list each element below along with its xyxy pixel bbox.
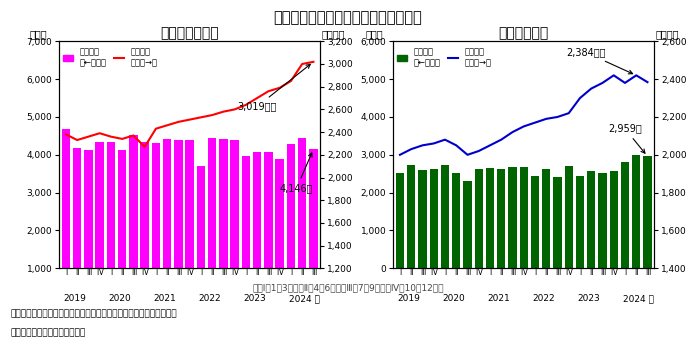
Bar [84,150,93,306]
Text: 注）Ⅰ：1～3月期、Ⅱ：4～6月期、Ⅲ：7～9月期、Ⅳ：10～12月期: 注）Ⅰ：1～3月期、Ⅱ：4～6月期、Ⅲ：7～9月期、Ⅳ：10～12月期 [252,284,444,293]
Bar [475,169,483,268]
Text: 2,959件: 2,959件 [608,123,645,153]
Text: 2024 年: 2024 年 [623,294,654,303]
Text: 2021: 2021 [488,294,510,303]
Bar [643,157,651,268]
Text: 3,019万円: 3,019万円 [237,64,310,111]
Text: 近畿圏中古住宅市場の四半期成約動向: 近畿圏中古住宅市場の四半期成約動向 [274,10,422,25]
Text: （万円）: （万円） [656,29,679,39]
Bar [298,138,306,306]
Bar [73,148,81,306]
Text: 2019: 2019 [63,294,86,303]
Bar [253,152,262,306]
Bar [197,166,205,306]
Text: 2024 年: 2024 年 [289,294,319,303]
Text: （万円）: （万円） [322,29,345,39]
Bar [441,165,449,268]
Bar [452,173,461,268]
Bar [542,169,551,268]
Bar [174,140,182,306]
Bar [95,142,104,306]
Bar [287,144,295,306]
Bar [141,142,149,306]
Bar [396,173,404,268]
Text: 2022: 2022 [532,294,555,303]
Legend: 成約件数
（←左軸）, 成約価格
（右軸→）: 成約件数 （←左軸）, 成約価格 （右軸→） [63,48,157,67]
Bar [118,150,127,306]
Bar [163,139,171,306]
Bar [576,176,584,268]
Bar [309,149,317,306]
Text: （件）: （件） [29,29,47,39]
Text: （注）近畿圏：大阪府、兵庫県、京都府、滋賀県、奈良県、和歌山県: （注）近畿圏：大阪府、兵庫県、京都府、滋賀県、奈良県、和歌山県 [10,310,177,319]
Bar [497,169,505,268]
Bar [276,159,284,306]
Text: 2022: 2022 [198,294,221,303]
Bar [185,140,194,306]
Bar [632,155,640,268]
Bar [129,135,138,306]
Bar [264,152,273,306]
Bar [486,169,494,268]
Bar [418,170,427,268]
Text: 2020: 2020 [109,294,132,303]
Text: 4,146件: 4,146件 [280,153,313,193]
Bar [587,171,596,268]
Bar [508,167,516,268]
Bar [519,167,528,268]
Text: （出所）近畿圏不動産流通機構: （出所）近畿圏不動産流通機構 [10,329,86,337]
Bar [553,177,562,268]
Bar [531,176,539,268]
Bar [464,181,472,268]
Title: 中古マンション: 中古マンション [160,26,219,40]
Text: 2021: 2021 [154,294,176,303]
Bar [106,142,115,306]
Bar [62,129,70,306]
Bar [242,156,250,306]
Bar [230,140,239,306]
Bar [152,143,160,306]
Text: 2019: 2019 [397,294,420,303]
Bar [621,162,629,268]
Legend: 成約件数
（←左軸）, 成約価格
（右軸→）: 成約件数 （←左軸）, 成約価格 （右軸→） [397,48,491,67]
Text: 2,384万円: 2,384万円 [566,47,633,74]
Text: 2023: 2023 [578,294,601,303]
Bar [610,171,618,268]
Bar [429,169,438,268]
Bar [208,138,216,306]
Bar [407,165,416,268]
Text: 2023: 2023 [244,294,267,303]
Title: 中古戸建住宅: 中古戸建住宅 [498,26,549,40]
Bar [564,166,573,268]
Bar [219,139,228,306]
Text: （件）: （件） [366,29,383,39]
Text: 2020: 2020 [443,294,466,303]
Bar [599,173,607,268]
